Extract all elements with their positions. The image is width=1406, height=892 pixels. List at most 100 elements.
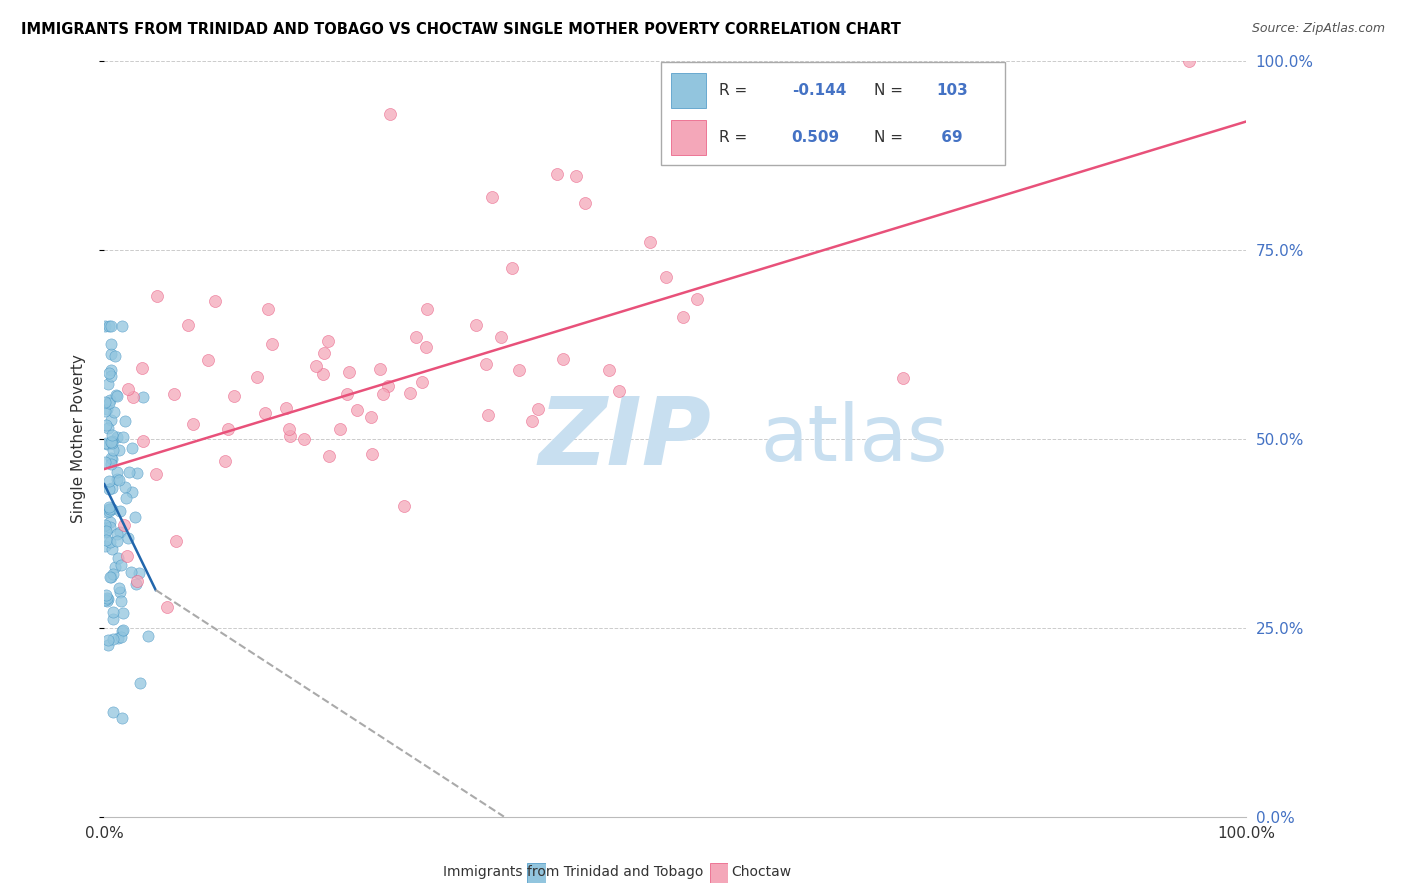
Point <box>100 435 122 450</box>
Point <box>100 363 122 377</box>
Point <box>100 450 122 465</box>
Point <box>607 384 630 399</box>
Point <box>114 491 136 505</box>
Point <box>94 318 117 333</box>
Point <box>100 502 122 516</box>
Point <box>337 365 360 379</box>
Point <box>278 429 301 443</box>
Point <box>98 474 121 488</box>
Point <box>101 605 124 619</box>
Point <box>101 541 124 556</box>
Point <box>257 302 280 317</box>
Point <box>98 318 121 333</box>
Point <box>318 334 340 348</box>
Point <box>405 330 427 344</box>
Point <box>377 378 399 392</box>
Point <box>101 435 124 450</box>
Point <box>94 539 117 553</box>
Point <box>96 593 118 607</box>
Point <box>97 396 120 410</box>
Point <box>136 629 159 643</box>
Point <box>177 318 200 332</box>
Point <box>311 367 333 381</box>
Text: Choctaw: Choctaw <box>731 865 792 880</box>
Point <box>107 527 129 541</box>
Point <box>526 402 548 417</box>
Text: -0.144: -0.144 <box>792 83 846 97</box>
Point <box>96 437 118 451</box>
Point <box>222 389 245 403</box>
Point <box>107 631 129 645</box>
Point <box>415 301 437 316</box>
Point <box>111 711 134 725</box>
Bar <box>671 73 706 108</box>
Point <box>105 534 128 549</box>
Point <box>100 368 122 383</box>
Point <box>105 389 128 403</box>
Point <box>598 363 620 377</box>
Point <box>96 401 118 416</box>
Point <box>96 533 118 547</box>
Point <box>197 353 219 368</box>
Point <box>100 428 122 442</box>
Point <box>638 235 661 249</box>
Text: 0.509: 0.509 <box>792 130 839 145</box>
FancyBboxPatch shape <box>661 62 1005 165</box>
Point <box>346 402 368 417</box>
Point <box>546 168 568 182</box>
Point <box>100 318 122 333</box>
Point <box>108 504 131 518</box>
Point <box>108 585 131 599</box>
Point <box>475 357 498 371</box>
Point <box>254 406 277 420</box>
Point <box>104 388 127 402</box>
Point <box>146 288 169 302</box>
Point <box>100 570 122 584</box>
Point <box>94 404 117 418</box>
Point <box>465 318 488 332</box>
Point <box>128 566 150 580</box>
Point <box>110 624 132 638</box>
Point <box>94 589 117 603</box>
Point <box>104 560 127 574</box>
Point <box>893 371 915 385</box>
Point <box>114 480 136 494</box>
Point <box>163 387 186 401</box>
Point <box>105 472 128 486</box>
Point <box>100 457 122 471</box>
Point <box>94 394 117 409</box>
Point <box>97 501 120 516</box>
Point <box>127 574 149 588</box>
Point <box>112 623 135 637</box>
Text: 103: 103 <box>936 83 969 97</box>
Point <box>520 414 543 428</box>
Point <box>107 550 129 565</box>
Point <box>114 413 136 427</box>
Point <box>97 592 120 607</box>
Point <box>124 510 146 524</box>
Point <box>361 447 384 461</box>
Point <box>97 638 120 652</box>
Point <box>100 346 122 360</box>
Point <box>368 362 391 376</box>
Point <box>110 558 132 573</box>
Point <box>131 390 153 404</box>
Point <box>574 196 596 211</box>
Point <box>107 473 129 487</box>
Point <box>94 418 117 433</box>
Point <box>260 336 283 351</box>
Point <box>204 293 226 308</box>
Point <box>145 467 167 482</box>
Text: R =: R = <box>720 130 752 145</box>
Point <box>360 409 382 424</box>
Point <box>477 409 499 423</box>
Point <box>97 482 120 496</box>
Point <box>329 422 352 436</box>
Point <box>94 455 117 469</box>
Point <box>117 531 139 545</box>
Point <box>118 465 141 479</box>
Point <box>378 107 401 121</box>
Point <box>121 441 143 455</box>
Point <box>100 570 122 584</box>
Point <box>97 376 120 391</box>
